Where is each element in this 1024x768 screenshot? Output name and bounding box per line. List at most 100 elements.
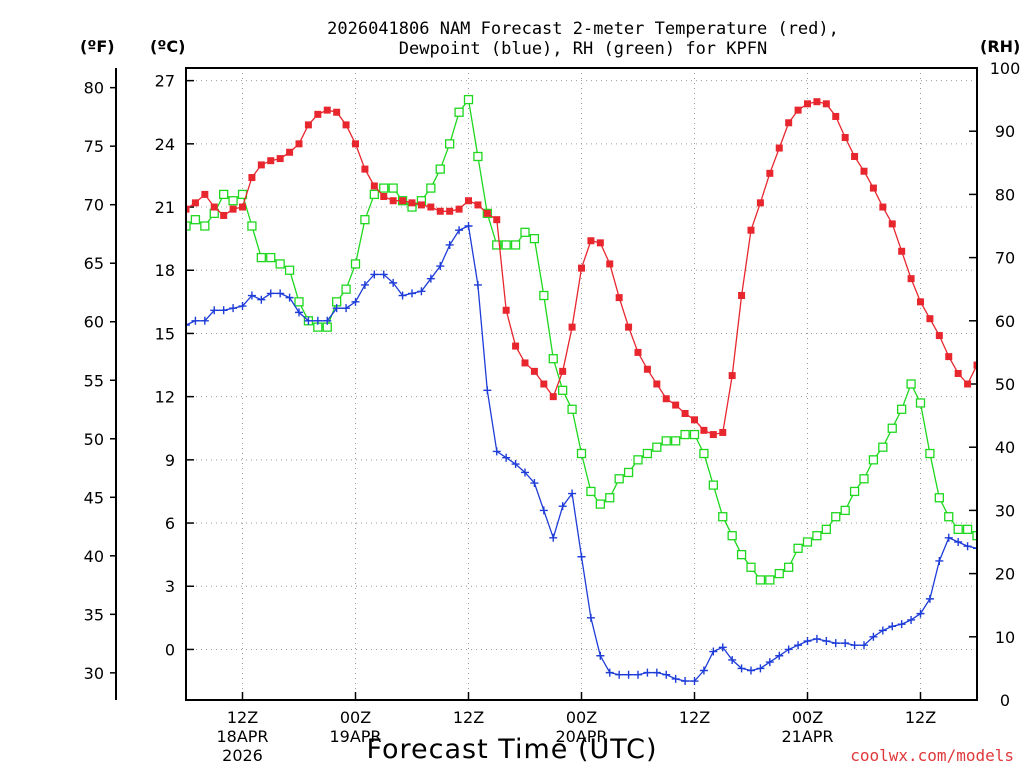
dewpoint-point: [285, 293, 294, 302]
dewpoint-point: [652, 668, 661, 677]
dewpoint-point: [662, 670, 671, 679]
dewpoint-point: [624, 670, 633, 679]
temperature-point: [691, 416, 698, 424]
rh-point: [294, 297, 304, 307]
rh-tick-label: 0: [1000, 691, 1010, 710]
celsius-tick-label: 27: [155, 72, 175, 91]
dewpoint-point: [794, 641, 803, 650]
fahrenheit-tick-label: 40: [84, 547, 104, 566]
rh-point: [962, 524, 973, 535]
celsius-tick-label: 24: [155, 135, 175, 154]
temperature-point: [540, 380, 548, 388]
dewpoint-point: [907, 615, 916, 624]
dewpoint-point: [436, 262, 445, 271]
dewpoint-point: [935, 556, 944, 565]
dewpoint-point: [737, 664, 746, 673]
rh-point: [247, 221, 257, 231]
dewpoint-point: [973, 544, 977, 553]
temperature-point: [342, 121, 350, 129]
rh-point: [755, 575, 766, 585]
rh-point: [473, 151, 483, 162]
temperature-point: [399, 197, 407, 205]
rh-tick-label: 10: [995, 628, 1015, 647]
dewpoint-point: [445, 240, 454, 249]
tick-labels: 30 35 40 45 50 55 60 65 70 75 80 0 3 6 9 12 15 18 21 24 27 0 1…: [84, 59, 1021, 765]
fahrenheit-tick-label: 60: [84, 313, 104, 332]
rh-point: [934, 493, 944, 503]
temperature-point: [992, 208, 999, 215]
x-tick-label: 12Z: [905, 708, 936, 727]
rh-point: [840, 505, 850, 516]
dewpoint-point: [502, 453, 511, 462]
dewpoint-point: [257, 295, 266, 304]
temperature-point: [370, 182, 378, 190]
temperature-point: [210, 203, 218, 211]
rh-point: [699, 448, 709, 459]
temperature-point: [785, 119, 793, 127]
dewpoint-point: [709, 647, 718, 656]
dewpoint-point: [643, 668, 652, 677]
fahrenheit-tick-label: 50: [84, 430, 104, 449]
temperature-point: [756, 199, 764, 207]
celsius-tick-label: 0: [165, 640, 175, 659]
temperature-point: [832, 112, 840, 120]
dewpoint-point: [944, 533, 953, 542]
x-tick-date-label: 21APR: [781, 727, 833, 746]
dewpoint-point: [634, 670, 642, 679]
rh-point: [595, 499, 605, 509]
temperature-point: [446, 207, 454, 215]
rh-point: [520, 227, 530, 237]
x-tick-label: 12Z: [227, 708, 258, 727]
rh-point: [718, 512, 728, 522]
x-tick-date-label: 18APR: [216, 727, 268, 746]
x-tick-date-label: 20APR: [555, 727, 607, 746]
dewpoint-point: [690, 677, 699, 686]
chart-title-line2: Dewpoint (blue), RH (green) for KPFN: [399, 39, 767, 59]
dewpoint-point: [897, 620, 906, 629]
temperature-point: [530, 367, 538, 375]
dewpoint-point: [408, 289, 416, 298]
rh-unit-label: (RH): [980, 37, 1020, 56]
temperature-point: [352, 140, 359, 148]
dewpoint-point: [351, 297, 360, 306]
temperature-point: [512, 342, 520, 350]
rh-point: [228, 196, 238, 206]
temperature-point: [239, 203, 246, 211]
series-layer: [186, 94, 999, 686]
fahrenheit-tick-label: 70: [84, 196, 104, 215]
temperature-point: [389, 197, 397, 205]
dewpoint-point: [718, 643, 727, 652]
rh-point: [642, 448, 653, 459]
temperature-point: [408, 199, 416, 207]
dewpoint-point: [323, 316, 332, 325]
temperature-point: [804, 100, 811, 108]
temperature-point: [186, 205, 190, 213]
temperature-point: [257, 161, 265, 169]
dewpoint-point: [342, 304, 351, 313]
dewpoint-line: [186, 225, 977, 682]
fahrenheit-tick-label: 80: [84, 79, 104, 98]
dewpoint-point: [888, 622, 897, 631]
fahrenheit-tick-label: 65: [84, 254, 104, 273]
dewpoint-point: [360, 280, 369, 289]
temperature-point: [229, 205, 237, 213]
temperature-point: [851, 152, 859, 160]
temperature-point: [935, 332, 943, 340]
temperature-point: [983, 290, 990, 297]
temperature-point: [973, 361, 977, 369]
temperature-point: [681, 409, 689, 417]
temperature-point: [634, 348, 642, 356]
dewpoint-point: [747, 666, 755, 675]
temperature-point: [596, 239, 604, 247]
temperature-point: [888, 220, 896, 228]
dewpoint-point: [671, 674, 680, 683]
rh-point: [567, 404, 577, 414]
dewpoint-point: [596, 651, 605, 660]
axes: [110, 67, 977, 701]
temperature-point: [625, 323, 633, 331]
temperature-point: [719, 428, 727, 436]
rh-point: [186, 221, 191, 231]
temperature-point: [559, 367, 567, 375]
temperature-point: [860, 167, 868, 175]
temperature-point: [879, 203, 887, 211]
